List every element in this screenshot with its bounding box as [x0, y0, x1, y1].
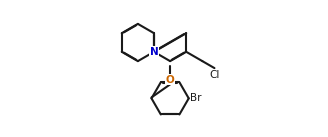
Text: N: N	[150, 47, 158, 57]
Text: O: O	[166, 75, 174, 85]
Text: Br: Br	[190, 93, 201, 103]
Text: Cl: Cl	[209, 70, 220, 80]
